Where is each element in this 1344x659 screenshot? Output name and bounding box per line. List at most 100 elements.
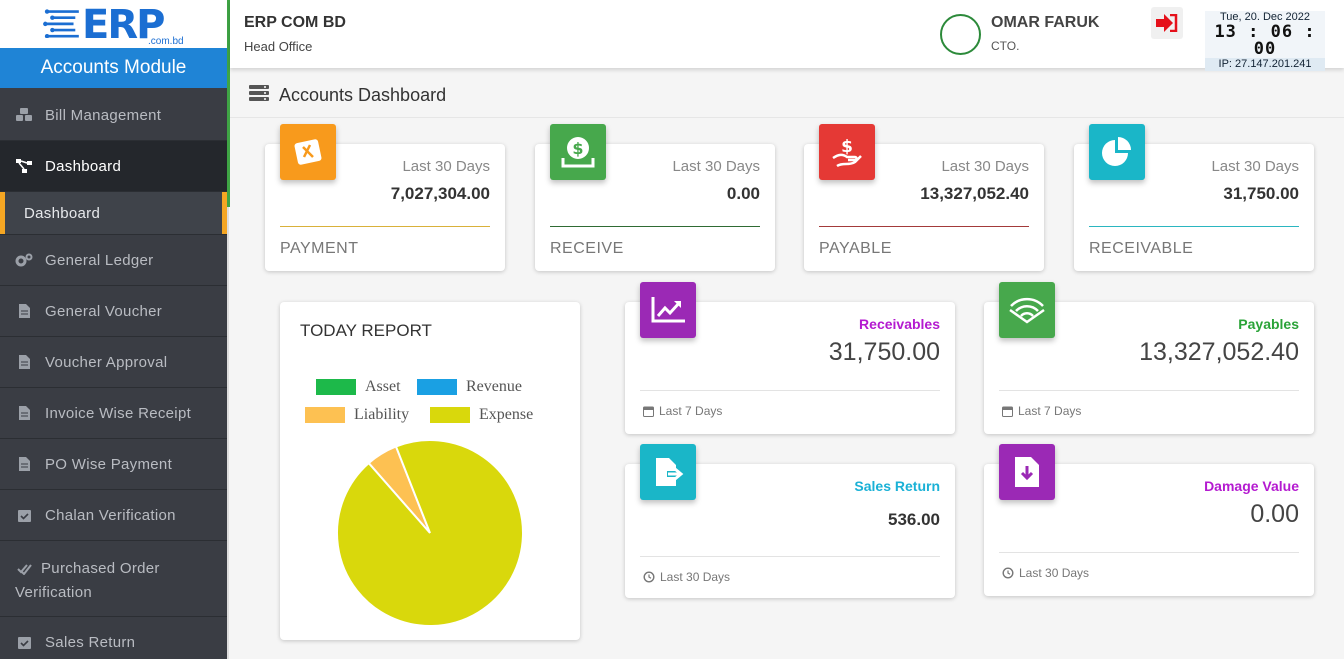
receivables-card[interactable]: Receivables 31,750.00 Last 7 Days — [625, 282, 955, 434]
svg-text:$: $ — [572, 139, 583, 158]
logout-button[interactable] — [1151, 7, 1183, 39]
card-footer-text: Last 7 Days — [1018, 404, 1082, 418]
double-check-icon — [15, 562, 33, 576]
stat-card-payable[interactable]: $ Last 30 Days 13,327,052.40 PAYABLE — [804, 124, 1044, 271]
legend-item-revenue[interactable]: Revenue — [417, 378, 522, 396]
calendar-check-icon — [15, 635, 33, 649]
sidebar-item-sales-return[interactable]: Sales Return — [0, 617, 227, 659]
sidebar-item-label: Chalan Verification — [45, 506, 176, 524]
today-report-card: TODAY REPORT Asset Revenue Liability Exp… — [280, 302, 580, 640]
sidebar-item-label: Bill Management — [45, 106, 162, 124]
stat-divider — [819, 226, 1029, 227]
card-value: 0.00 — [1250, 500, 1299, 528]
sidebar-item-label: Invoice Wise Receipt — [45, 404, 192, 422]
legend-label: Liability — [354, 406, 410, 423]
stat-label: RECEIVE — [550, 240, 624, 257]
card-footer-text: Last 30 Days — [1019, 566, 1090, 580]
logo[interactable]: ERP .com.bd — [0, 0, 227, 48]
card-title: Damage Value — [1204, 478, 1299, 494]
sidebar-subitem-dashboard[interactable]: Dashboard — [0, 192, 227, 235]
page-title: Accounts Dashboard — [249, 85, 446, 106]
clock-time: 13 : 06 : 00 — [1214, 22, 1316, 59]
sitemap-icon — [15, 159, 33, 173]
sidebar-item-general-voucher[interactable]: General Voucher — [0, 286, 227, 337]
stat-card-receive[interactable]: $ Last 30 Days 0.00 RECEIVE — [535, 124, 775, 271]
user-name[interactable]: OMAR FARUK — [991, 14, 1100, 31]
stat-card-payment[interactable]: Last 30 Days 7,027,304.00 PAYMENT — [265, 124, 505, 271]
line-chart-icon — [640, 282, 696, 338]
card-footer: Last 30 Days — [1002, 566, 1089, 580]
branch-name: Head Office — [244, 39, 313, 54]
svg-text:$: $ — [841, 137, 853, 157]
stat-label: RECEIVABLE — [1089, 240, 1194, 257]
stat-value: 13,327,052.40 — [920, 184, 1029, 203]
stat-divider — [1089, 226, 1299, 227]
hand-dollar-icon: $ — [819, 124, 875, 180]
card-value: 31,750.00 — [828, 338, 940, 366]
sidebar-item-bill-management[interactable]: Bill Management — [0, 90, 227, 141]
card-title: Payables — [1238, 316, 1299, 332]
card-footer-text: Last 30 Days — [660, 570, 731, 584]
sidebar-item-dashboard[interactable]: Dashboard — [0, 141, 227, 192]
sidebar: ERP .com.bd Accounts Module Bill Managem… — [0, 0, 229, 659]
logo-circuit-icon — [43, 9, 79, 38]
card-divider — [640, 556, 940, 557]
clock-widget: Tue, 20. Dec 2022 13 : 06 : 00 IP: 27.14… — [1205, 11, 1325, 71]
sidebar-item-label: General Ledger — [45, 251, 154, 269]
legend-item-expense[interactable]: Expense — [430, 406, 533, 424]
sidebar-item-general-ledger[interactable]: General Ledger — [0, 235, 227, 286]
pie-chart-icon — [1089, 124, 1145, 180]
module-title: Accounts Module — [0, 48, 227, 88]
calendar-check-icon — [15, 508, 33, 522]
file-export-icon — [640, 444, 696, 500]
sidebar-item-po-wise-payment[interactable]: PO Wise Payment — [0, 439, 227, 490]
card-value: 536.00 — [888, 510, 940, 529]
card-divider — [999, 390, 1299, 391]
legend-swatch — [305, 407, 345, 423]
title-divider — [230, 117, 1344, 118]
logout-icon — [1156, 14, 1178, 32]
pie-slice-expense[interactable] — [336, 439, 524, 627]
sales-return-card[interactable]: Sales Return 536.00 Last 30 Days — [625, 444, 955, 598]
sidebar-item-voucher-approval[interactable]: Voucher Approval — [0, 337, 227, 388]
stat-value: 0.00 — [726, 184, 760, 203]
file-icon — [15, 355, 33, 369]
card-divider — [640, 390, 940, 391]
stat-label: PAYABLE — [819, 240, 892, 257]
stat-card-receivable[interactable]: Last 30 Days 31,750.00 RECEIVABLE — [1074, 124, 1314, 271]
sidebar-accent — [227, 0, 230, 207]
stat-caption: Last 30 Days — [672, 158, 760, 175]
legend-swatch — [430, 407, 470, 423]
today-report-pie-chart — [336, 439, 524, 627]
sidebar-item-purchased-order-verification[interactable]: Purchased Order Verification — [0, 541, 227, 617]
legend-item-liability[interactable]: Liability — [305, 406, 409, 424]
stat-caption: Last 30 Days — [402, 158, 490, 175]
server-icon — [249, 85, 269, 106]
stat-value: 7,027,304.00 — [390, 184, 490, 203]
sidebar-item-label: Dashboard — [24, 204, 101, 222]
sidebar-item-label: PO Wise Payment — [45, 455, 173, 473]
calendar-icon — [1002, 406, 1013, 417]
sidebar-item-label: Voucher Approval — [45, 353, 168, 371]
legend-swatch — [316, 379, 356, 395]
sidebar-item-chalan-verification[interactable]: Chalan Verification — [0, 490, 227, 541]
card-footer: Last 7 Days — [1002, 404, 1081, 418]
wifi-book-icon — [999, 282, 1055, 338]
damage-value-card[interactable]: Damage Value 0.00 Last 30 Days — [984, 444, 1314, 596]
legend-item-asset[interactable]: Asset — [316, 378, 401, 396]
sidebar-item-label: Purchased Order Verification — [15, 560, 160, 601]
top-header: ERP COM BD Head Office OMAR FARUK CTO. T… — [230, 0, 1344, 71]
payables-card[interactable]: Payables 13,327,052.40 Last 7 Days — [984, 282, 1314, 434]
avatar[interactable] — [940, 14, 981, 55]
calendar-icon — [643, 406, 654, 417]
sidebar-item-invoice-wise-receipt[interactable]: Invoice Wise Receipt — [0, 388, 227, 439]
card-footer: Last 30 Days — [643, 570, 730, 584]
sidebar-item-label: Dashboard — [45, 157, 122, 175]
stat-value: 31,750.00 — [1223, 184, 1299, 203]
sidebar-item-label: Sales Return — [45, 633, 136, 651]
history-icon — [1002, 567, 1014, 579]
card-title: Receivables — [859, 316, 940, 332]
stat-divider — [550, 226, 760, 227]
card-footer: Last 7 Days — [643, 404, 722, 418]
